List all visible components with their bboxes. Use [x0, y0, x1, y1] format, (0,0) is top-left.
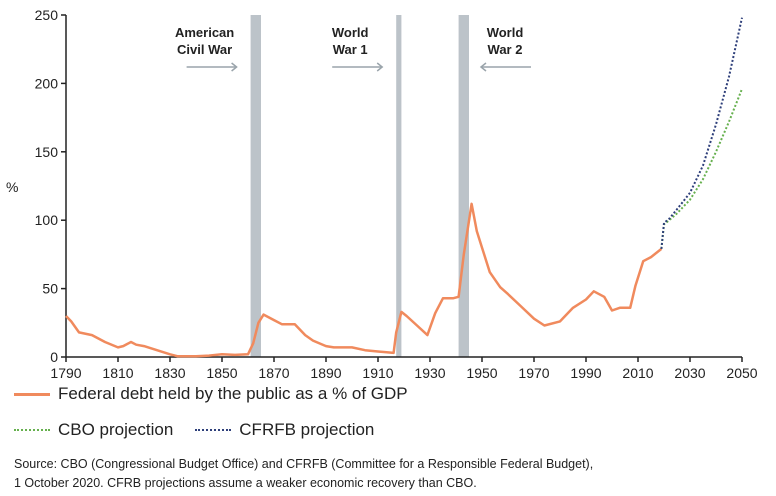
x-tick-label-1990: 1990: [570, 365, 601, 381]
legend-historical: Federal debt held by the public as a % o…: [14, 384, 408, 404]
series-lines: [65, 17, 743, 358]
y-tick-label-100: 100: [35, 212, 59, 228]
x-tick-label-1830: 1830: [154, 365, 185, 381]
war-band-0: [250, 15, 261, 357]
x-axis-ticks: 1790 1810 1830 1850 1870 1890 1910 1930 1950 1970…: [50, 357, 758, 381]
x-tick-label-1850: 1850: [206, 365, 237, 381]
series-line-1: [660, 88, 743, 250]
legend-swatch-cbo: [14, 429, 50, 431]
war-label-1-line1: World: [332, 25, 369, 40]
legend-swatch-cfrfb: [195, 429, 232, 431]
x-tick-label-1910: 1910: [362, 365, 393, 381]
source-line-2: 1 October 2020. CFRB projections assume …: [14, 476, 477, 490]
x-tick-label-1790: 1790: [50, 365, 81, 381]
x-tick-label-1890: 1890: [310, 365, 341, 381]
legend-label-cbo: CBO projection: [58, 420, 174, 439]
source-line-1: Source: CBO (Congressional Budget Office…: [14, 457, 594, 471]
y-tick-label-250: 250: [35, 7, 59, 23]
source-note: Source: CBO (Congressional Budget Office…: [14, 455, 764, 493]
x-tick-label-2010: 2010: [622, 365, 653, 381]
war-label-2-line1: World: [487, 25, 524, 40]
y-axis-label: %: [6, 179, 18, 195]
debt-line-chart: American Civil War World War 1 World War 2 0 5…: [6, 7, 758, 381]
legend-swatch-historical: [14, 392, 50, 396]
legend-projections: CBO projection CFRFB projection: [14, 420, 374, 440]
y-tick-label-50: 50: [42, 281, 58, 297]
war-band-1: [396, 15, 402, 357]
x-tick-label-1810: 1810: [102, 365, 133, 381]
y-tick-label-150: 150: [35, 144, 59, 160]
series-line-2: [660, 17, 743, 249]
legend-label-cfrfb: CFRFB projection: [239, 420, 375, 439]
x-tick-label-2050: 2050: [726, 365, 757, 381]
y-axis-ticks: 0 50 100 150 200 250: [35, 7, 66, 365]
legend-label-historical: Federal debt held by the public as a % o…: [58, 384, 408, 403]
x-tick-label-1970: 1970: [518, 365, 549, 381]
war-arrowhead-2: [479, 62, 487, 72]
war-label-0-line1: American: [175, 25, 234, 40]
y-tick-label-0: 0: [50, 349, 58, 365]
axes: [65, 15, 742, 358]
war-bands: American Civil War World War 1 World War 2: [175, 15, 531, 357]
x-tick-label-1870: 1870: [258, 365, 289, 381]
x-tick-label-1930: 1930: [414, 365, 445, 381]
war-band-2: [458, 15, 469, 357]
war-label-1-line2: War 1: [333, 42, 368, 57]
x-tick-label-1950: 1950: [466, 365, 497, 381]
y-tick-label-200: 200: [35, 75, 59, 91]
war-arrowhead-0: [231, 62, 238, 72]
war-arrowhead-1: [376, 62, 384, 72]
war-label-2-line2: War 2: [488, 42, 523, 57]
x-tick-label-2030: 2030: [674, 365, 705, 381]
series-line-0: [65, 202, 663, 358]
war-label-0-line2: Civil War: [177, 42, 232, 57]
